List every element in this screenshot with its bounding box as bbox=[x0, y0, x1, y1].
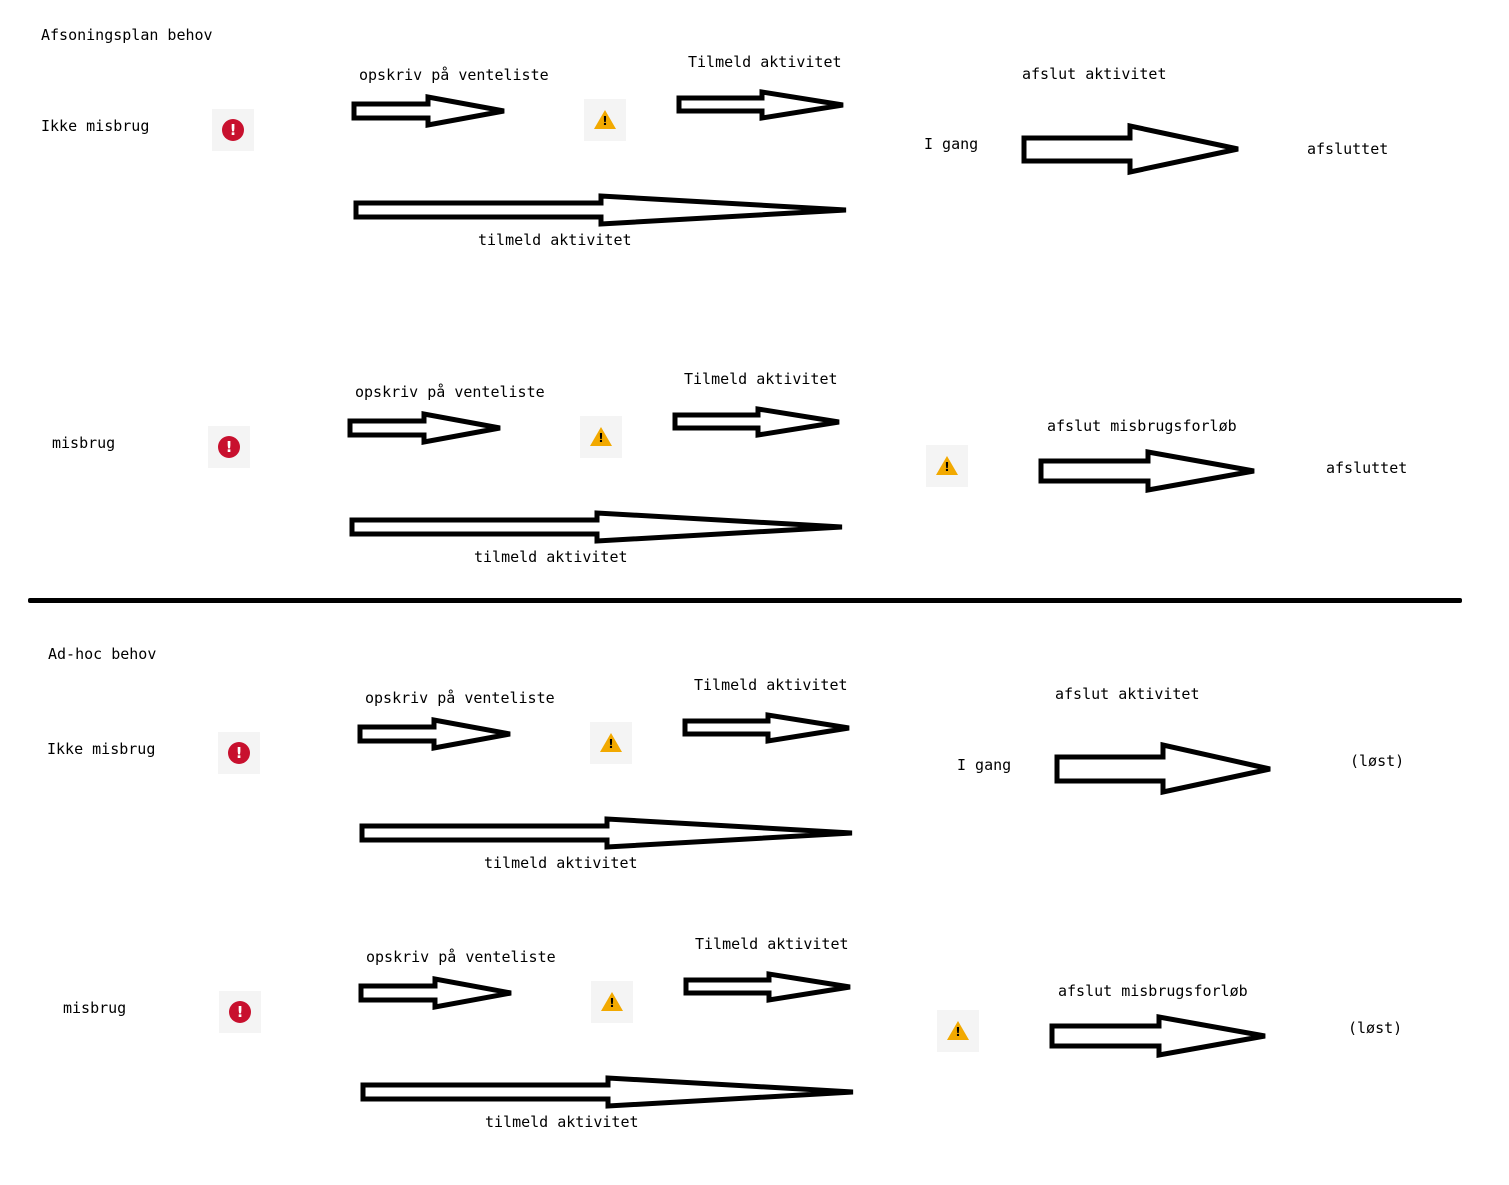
tilmeld-top-label-r1: Tilmeld aktivitet bbox=[688, 53, 842, 71]
row-label-r3: Ikke misbrug bbox=[47, 740, 156, 758]
arrow-tilmeld-top-r2 bbox=[672, 406, 840, 438]
opskriv-label-r2: opskriv på venteliste bbox=[355, 383, 545, 401]
error-box-r4: ! bbox=[219, 991, 261, 1033]
opskriv-label-r4: opskriv på venteliste bbox=[366, 948, 556, 966]
opskriv-label-r3: opskriv på venteliste bbox=[365, 689, 555, 707]
error-circle-icon: ! bbox=[228, 742, 250, 764]
action-label-r2: afslut misbrugsforløb bbox=[1047, 417, 1237, 435]
arrow-tilmeld-bottom-r4 bbox=[360, 1075, 854, 1109]
error-box-r1: ! bbox=[212, 109, 254, 151]
error-circle-icon: ! bbox=[218, 436, 240, 458]
warning-triangle-icon bbox=[601, 992, 623, 1011]
row-label-r2: misbrug bbox=[52, 434, 116, 452]
arrow-afslut-r2 bbox=[1038, 449, 1255, 493]
state-label-r1: I gang bbox=[924, 135, 979, 153]
opskriv-label-r1: opskriv på venteliste bbox=[359, 66, 549, 84]
section-title-afsoningsplan: Afsoningsplan behov bbox=[41, 26, 213, 44]
arrow-tilmeld-bottom-r3 bbox=[359, 816, 853, 850]
error-box-r3: ! bbox=[218, 732, 260, 774]
warning-box-r4: ! bbox=[591, 981, 633, 1023]
tilmeld-top-label-r2: Tilmeld aktivitet bbox=[684, 370, 838, 388]
warning-triangle-icon bbox=[590, 427, 612, 446]
arrow-opskriv-r2 bbox=[347, 410, 501, 446]
arrow-tilmeld-bottom-r1 bbox=[353, 193, 847, 227]
error-circle-icon: ! bbox=[229, 1001, 251, 1023]
arrow-tilmeld-top-r4 bbox=[683, 971, 851, 1003]
arrow-tilmeld-bottom-r2 bbox=[349, 510, 843, 544]
action-label-r4: afslut misbrugsforløb bbox=[1058, 982, 1248, 1000]
tilmeld-top-label-r4: Tilmeld aktivitet bbox=[695, 935, 849, 953]
arrow-tilmeld-top-r1 bbox=[676, 89, 844, 121]
arrow-opskriv-r1 bbox=[351, 93, 505, 129]
action-label-r3: afslut aktivitet bbox=[1055, 685, 1200, 703]
tilmeld-bottom-label-r2: tilmeld aktivitet bbox=[474, 548, 628, 566]
warning-box-r2-b: ! bbox=[926, 445, 968, 487]
arrow-tilmeld-top-r3 bbox=[682, 712, 850, 744]
action-label-r1: afslut aktivitet bbox=[1022, 65, 1167, 83]
result-label-r1: afsluttet bbox=[1307, 140, 1389, 158]
tilmeld-bottom-label-r3: tilmeld aktivitet bbox=[484, 854, 638, 872]
section-divider bbox=[28, 598, 1462, 603]
warning-triangle-icon bbox=[594, 110, 616, 129]
warning-triangle-icon bbox=[936, 456, 958, 475]
row-label-r4: misbrug bbox=[63, 999, 127, 1017]
arrow-opskriv-r3 bbox=[357, 716, 511, 752]
arrow-opskriv-r4 bbox=[358, 975, 512, 1011]
state-label-r3: I gang bbox=[957, 756, 1012, 774]
error-box-r2: ! bbox=[208, 426, 250, 468]
arrow-afslut-r4 bbox=[1049, 1014, 1266, 1058]
arrow-afslut-r1 bbox=[1021, 122, 1239, 176]
result-label-r3: (løst) bbox=[1350, 752, 1405, 770]
warning-triangle-icon bbox=[947, 1021, 969, 1040]
section-title-adhoc: Ad-hoc behov bbox=[48, 645, 157, 663]
tilmeld-bottom-label-r1: tilmeld aktivitet bbox=[478, 231, 632, 249]
arrow-afslut-r3 bbox=[1054, 741, 1271, 796]
result-label-r4: (løst) bbox=[1348, 1019, 1403, 1037]
warning-triangle-icon bbox=[600, 733, 622, 752]
tilmeld-bottom-label-r4: tilmeld aktivitet bbox=[485, 1113, 639, 1131]
warning-box-r3: ! bbox=[590, 722, 632, 764]
warning-box-r4-b: ! bbox=[937, 1010, 979, 1052]
tilmeld-top-label-r3: Tilmeld aktivitet bbox=[694, 676, 848, 694]
error-circle-icon: ! bbox=[222, 119, 244, 141]
row-label-r1: Ikke misbrug bbox=[41, 117, 150, 135]
warning-box-r1: ! bbox=[584, 99, 626, 141]
warning-box-r2: ! bbox=[580, 416, 622, 458]
result-label-r2: afsluttet bbox=[1326, 459, 1408, 477]
